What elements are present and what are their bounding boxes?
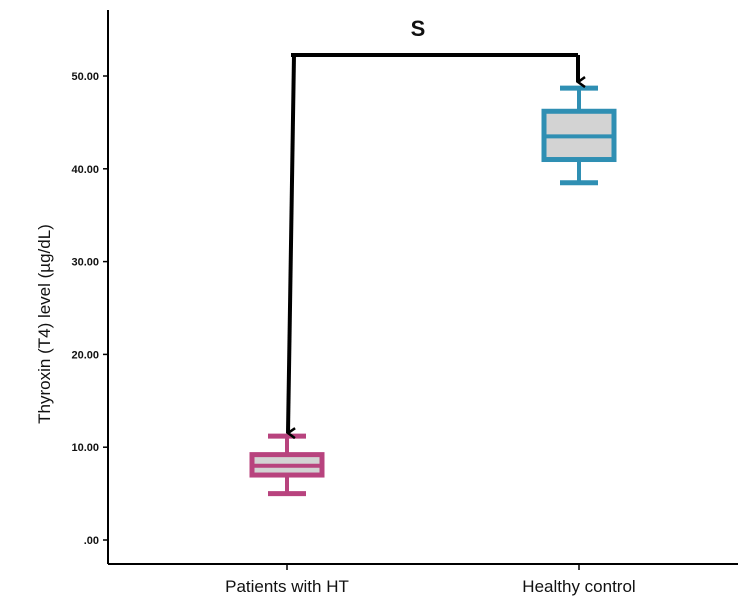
box-patients-with-ht [249,433,325,497]
y-tick-label: 50.00 [71,71,99,83]
y-tick-label: 40.00 [71,164,99,176]
x-tick-label: Patients with HT [225,577,349,596]
significance-label: S [411,16,426,41]
y-tick-label: 30.00 [71,257,99,269]
boxes [249,85,617,497]
x-tick-label: Healthy control [522,577,635,596]
box-healthy-control [541,85,617,186]
y-axis-title: Thyroxin (T4) level (µg/dL) [35,224,54,424]
y-tick-label: .00 [84,535,99,547]
y-tick-label: 10.00 [71,442,99,454]
significance-annotation: S [288,16,578,433]
y-tick-label: 20.00 [71,349,99,361]
arrow-to-patients-with-ht [288,54,296,433]
axes: .00 10.00 20.00 30.00 40.00 50.00 Patients wit… [71,10,738,596]
